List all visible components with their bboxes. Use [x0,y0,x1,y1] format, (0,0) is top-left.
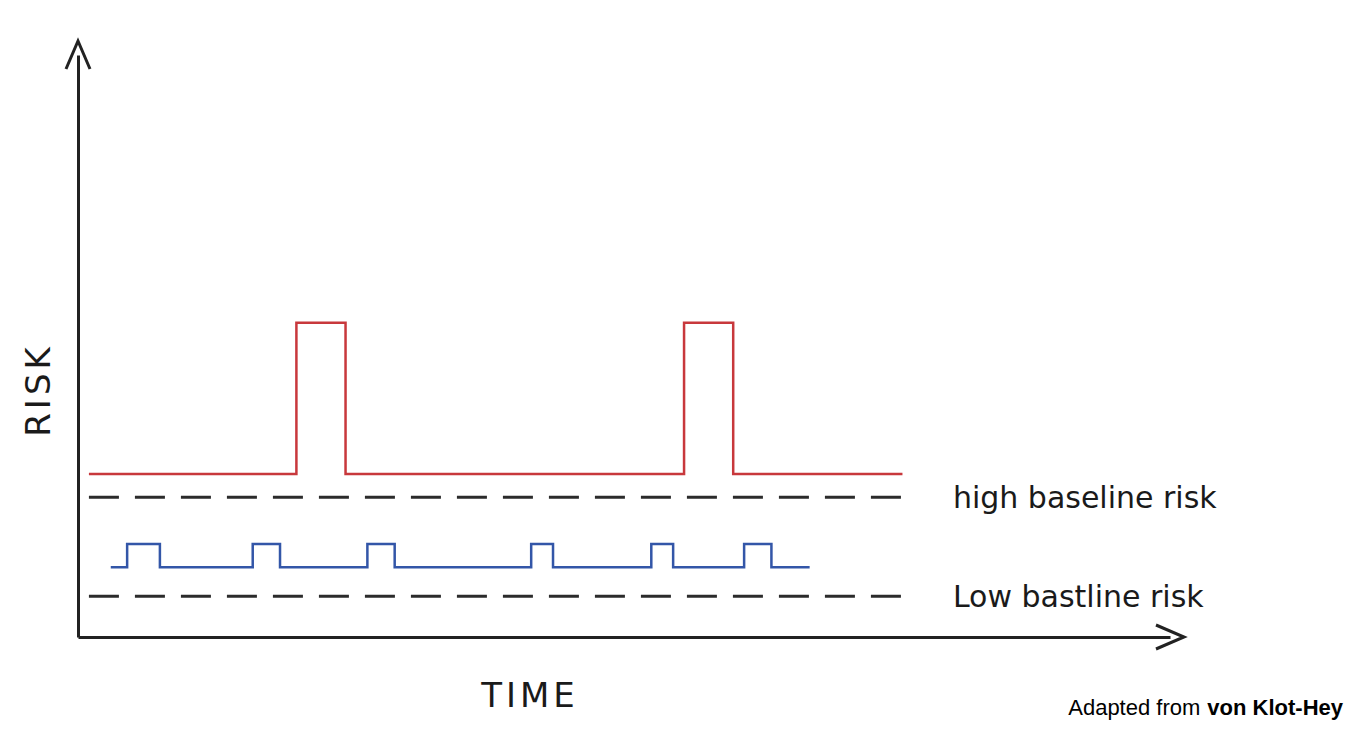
source-note: Adapted from von Klot-Hey [1068,695,1344,720]
chart: high baseline risk Low bastline risk TIME R… [0,0,1353,730]
x-axis-line [79,636,1171,639]
baseline-line [89,595,908,598]
source-note-part: von Klot-Hey [1207,695,1343,720]
y-axis-title: RISK [18,343,58,437]
plot-area [89,323,908,597]
series-label: high baseline risk [953,480,1217,515]
y-axis [78,56,79,638]
background [0,0,1353,730]
y-axis-arrow [66,41,90,69]
x-axis-title: TIME [480,675,579,715]
source-note-part: Adapted from [1068,695,1200,720]
risk-line [89,323,903,474]
risk-line [111,544,810,567]
series-label: Low bastline risk [953,579,1204,614]
y-axis-line [77,56,80,638]
x-axis-arrow [1156,625,1184,649]
baseline-line [89,496,908,499]
x-axis [79,637,1171,638]
